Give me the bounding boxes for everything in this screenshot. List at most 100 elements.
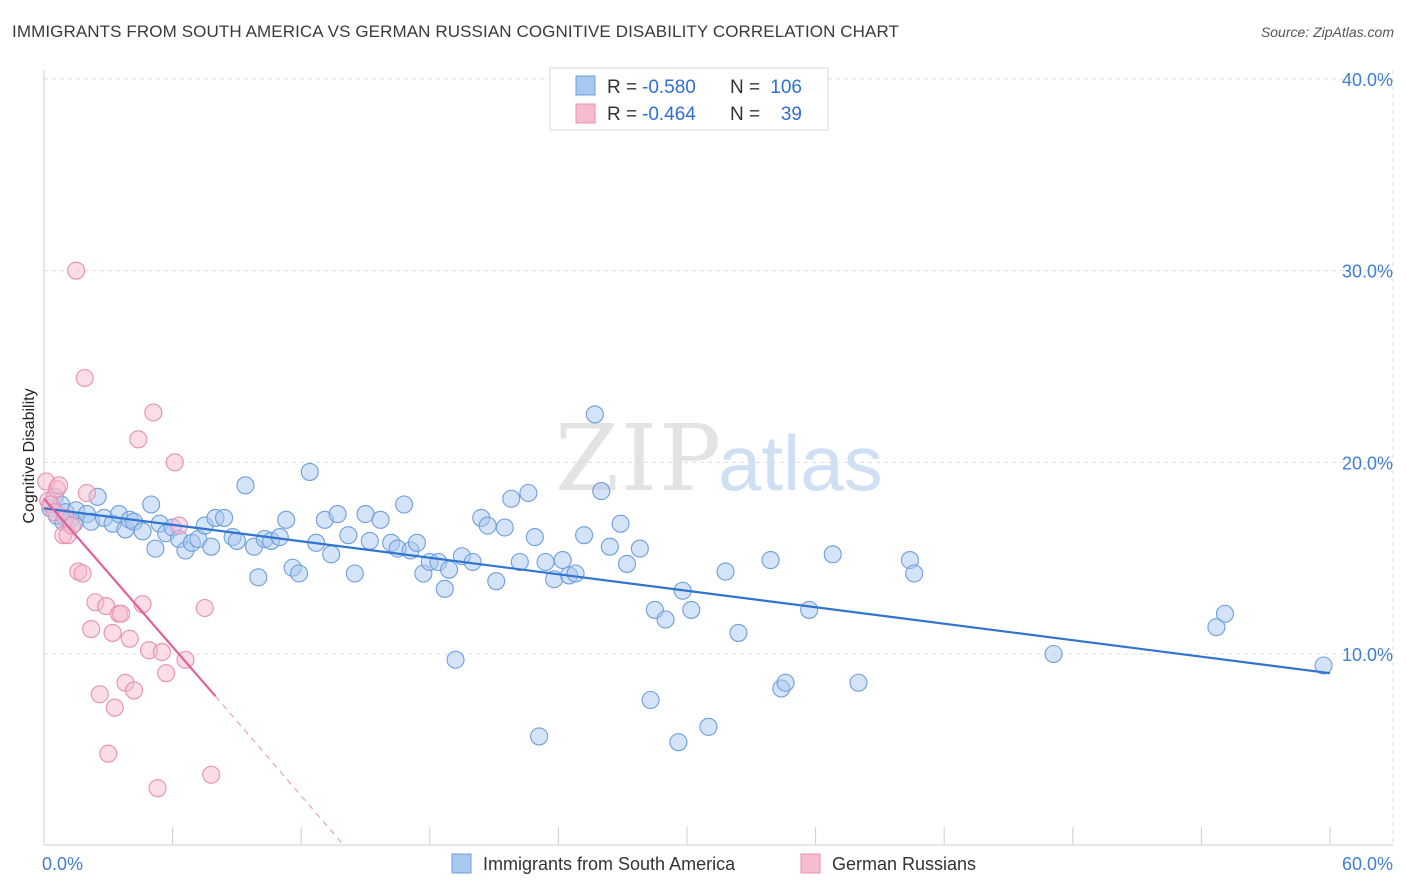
point-south-america [600,537,619,556]
point-south-america [611,514,630,533]
point-south-america [776,673,795,692]
point-south-america [553,551,572,570]
point-south-america [566,564,585,583]
y-tick-label-40: 40.0% [1342,70,1393,90]
trend-line-german-russians [43,498,217,697]
y-tick-label-10: 10.0% [1342,645,1393,665]
point-south-america [435,579,454,598]
point-south-america [1207,618,1226,637]
trend-extension-german-russians [215,695,345,847]
point-south-america [395,495,414,514]
point-german-russians [67,261,86,280]
point-south-america [729,623,748,642]
bottom-legend-label-pink: German Russians [832,854,976,874]
point-south-america [905,564,924,583]
watermark-zip: ZIP [555,405,723,512]
point-south-america [525,528,544,547]
point-south-america [823,545,842,564]
point-south-america [1215,604,1235,623]
point-german-russians [148,779,167,798]
point-german-russians [75,368,94,388]
point-south-america [322,545,341,564]
point-south-america [669,733,688,752]
point-german-russians [62,516,81,535]
point-south-america [592,482,611,501]
point-german-russians [195,598,214,618]
point-south-america [585,405,604,424]
point-south-america [407,533,426,552]
point-south-america [530,727,549,746]
point-german-russians [77,483,96,503]
point-german-russians [124,681,144,700]
legend-box [549,67,829,131]
point-south-america [487,572,506,591]
point-south-america [682,600,701,619]
point-south-america [800,600,819,619]
point-south-america [519,483,538,503]
point-south-america [360,531,379,550]
point-south-america [575,526,594,545]
point-south-america [630,539,649,558]
chart-source: Source: ZipAtlas.com [1260,24,1394,40]
point-german-russians [82,620,101,639]
point-german-russians [165,453,184,472]
point-south-america [356,505,375,524]
point-german-russians [157,664,176,683]
watermark-atlas: atlas [718,419,883,507]
point-german-russians [120,629,139,648]
point-south-america [142,495,161,514]
legend-r-value-1: -0.580 [642,77,696,98]
point-german-russians [112,604,131,623]
point-south-america [214,508,234,527]
x-tick-label-min: 0.0% [42,854,83,874]
point-south-america [277,510,296,529]
y-axis-label: Cognitive Disability [21,388,38,523]
point-south-america [656,610,675,629]
point-german-russians [144,403,163,422]
point-south-america [495,518,514,537]
legend: R = -0.580 N = 106 R = -0.464 N = 39 [549,67,829,131]
legend-n-value-1: 106 [770,77,802,98]
point-south-america [699,717,718,736]
point-german-russians [152,643,171,662]
chart-title: IMMIGRANTS FROM SOUTH AMERICA VS GERMAN … [12,22,900,41]
point-south-america [510,552,529,572]
legend-swatch-blue [575,75,596,96]
legend-n-label-2: N = [730,104,760,125]
point-south-america [328,505,347,524]
point-german-russians [73,564,92,583]
point-south-america [345,564,364,583]
legend-n-label-1: N = [730,77,760,98]
bottom-legend-label-blue: Immigrants from South America [483,854,736,874]
bottom-legend: Immigrants from South America German Rus… [451,853,976,874]
y-tick-label-20: 20.0% [1342,453,1393,473]
axes [43,70,1393,846]
x-tick-label-max: 60.0% [1342,854,1393,874]
point-south-america [440,560,459,579]
point-german-russians [202,765,221,784]
series-german-russians-points [37,261,221,798]
point-south-america [339,526,358,545]
legend-r-label-1: R = [607,77,637,98]
point-german-russians [103,623,122,642]
point-german-russians [99,744,118,763]
point-south-america [202,537,221,556]
legend-r-label-2: R = [607,104,637,125]
legend-swatch-pink [575,103,596,124]
trend-line-south-america [43,507,1331,675]
bottom-legend-swatch-pink [800,853,821,874]
point-south-america [133,522,152,541]
point-south-america [849,673,868,692]
point-german-russians [129,430,148,449]
bottom-legend-swatch-blue [451,853,472,874]
point-south-america [371,510,390,529]
point-south-america [446,650,465,669]
point-german-russians [49,476,69,495]
point-south-america [236,476,255,495]
point-south-america [300,462,319,481]
legend-n-value-2: 39 [781,104,802,125]
point-south-america [146,539,165,558]
point-south-america [716,562,735,581]
y-tick-labels: 10.0% 20.0% 30.0% 40.0% [1342,70,1393,665]
